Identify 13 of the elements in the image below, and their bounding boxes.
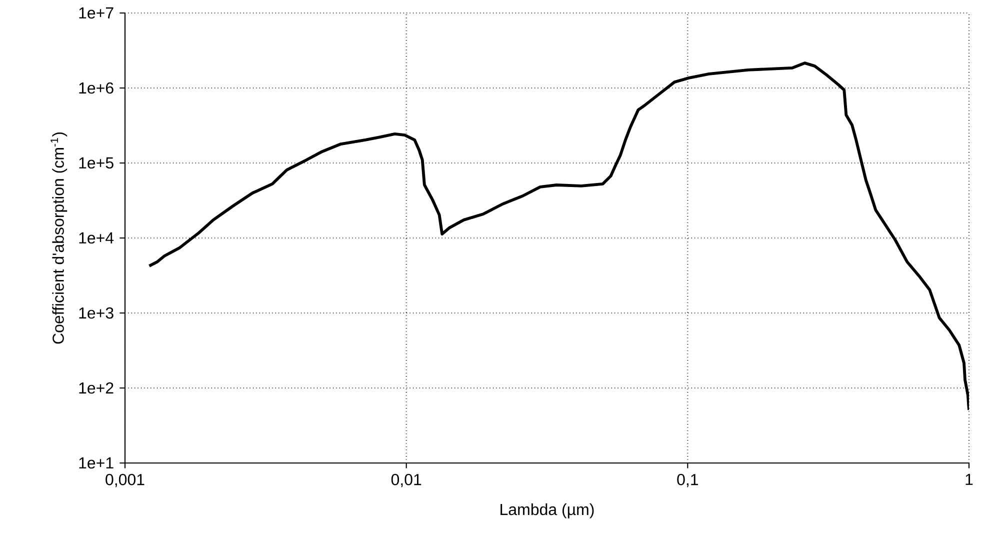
y-tick-label: 1e+2: [79, 382, 114, 394]
x-tick-label: 1: [966, 474, 973, 485]
y-tick-label: 1e+5: [79, 157, 114, 169]
x-tick-label: 0,01: [391, 474, 422, 488]
y-tick-label: 1e+1: [79, 457, 114, 469]
y-tick-label: 1e+4: [79, 232, 114, 244]
y-tick-label: 1e+6: [79, 82, 114, 94]
x-tick-label: 0,001: [106, 474, 144, 488]
x-tick-label: 0,1: [677, 474, 698, 488]
y-axis-title: Coefficient d'absorption (cm$^{-1}$): [50, 132, 68, 344]
x-axis-title: Lambda (µm): [500, 503, 594, 518]
y-tick-label: 1e+3: [79, 307, 114, 319]
y-tick-label: 1e+7: [79, 7, 114, 19]
